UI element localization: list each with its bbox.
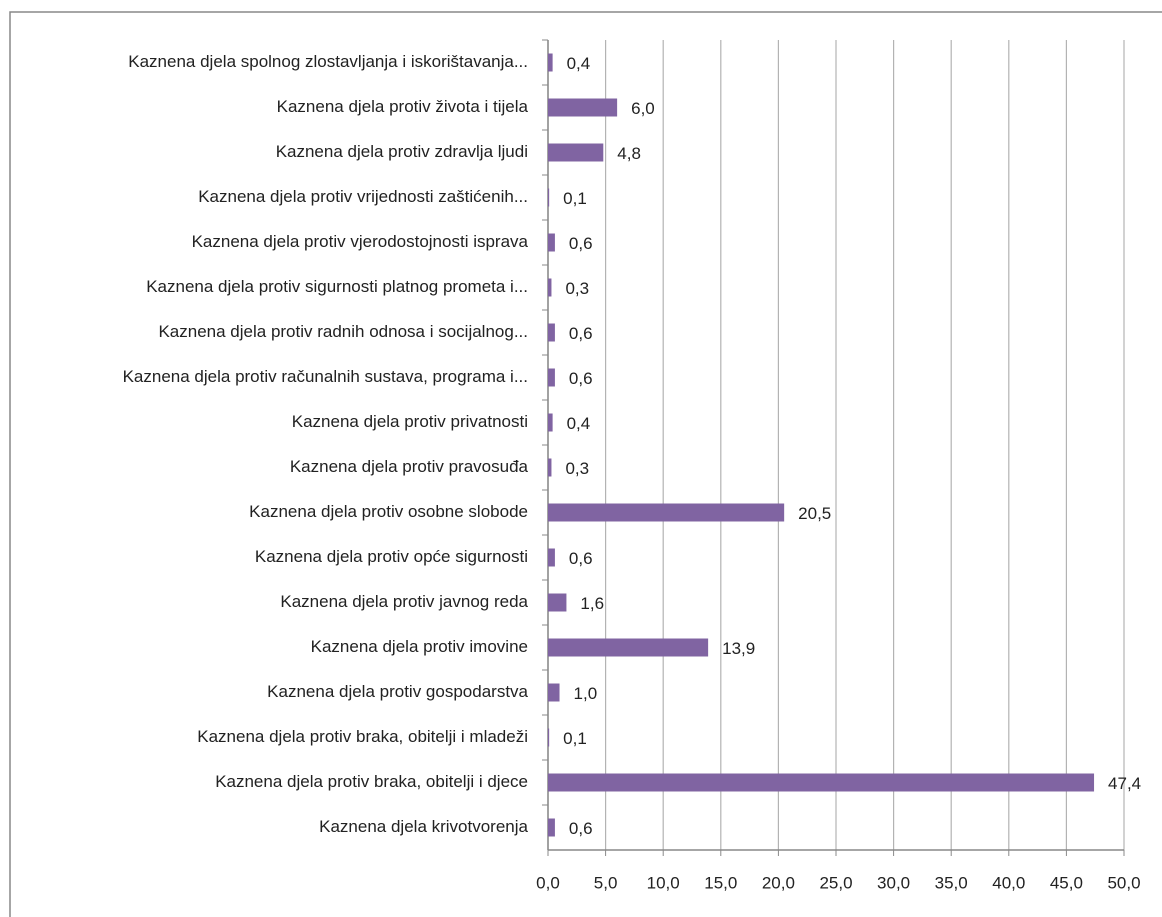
- bar: [548, 728, 550, 747]
- y-tick-label: Kaznena djela protiv pravosuđa: [290, 457, 529, 476]
- x-tick-label: 25,0: [819, 873, 852, 892]
- y-tick-label: Kaznena djela spolnog zlostavljanja i is…: [128, 52, 528, 71]
- bar: [548, 638, 709, 657]
- y-tick-label: Kaznena djela protiv gospodarstva: [267, 682, 528, 701]
- x-tick-label: 5,0: [594, 873, 618, 892]
- data-label: 1,0: [574, 684, 598, 703]
- bar: [548, 98, 618, 117]
- data-label: 0,6: [569, 234, 593, 253]
- bar: [548, 683, 560, 702]
- x-tick-label: 30,0: [877, 873, 910, 892]
- y-tick-label: Kaznena djela protiv braka, obitelji i d…: [215, 772, 528, 791]
- data-label: 0,4: [567, 414, 591, 433]
- y-tick-label: Kaznena djela protiv opće sigurnosti: [255, 547, 528, 566]
- data-label: 0,6: [569, 819, 593, 838]
- bar: [548, 188, 550, 207]
- y-tick-label: Kaznena djela protiv privatnosti: [292, 412, 528, 431]
- data-label: 13,9: [722, 639, 755, 658]
- bar: [548, 233, 555, 252]
- x-tick-label: 45,0: [1050, 873, 1083, 892]
- y-tick-label: Kaznena djela protiv imovine: [311, 637, 528, 656]
- bar: [548, 323, 555, 342]
- data-label: 1,6: [580, 594, 604, 613]
- data-label: 0,6: [569, 369, 593, 388]
- y-tick-label: Kaznena djela protiv računalnih sustava,…: [123, 367, 528, 386]
- y-tick-label: Kaznena djela protiv sigurnosti platnog …: [146, 277, 528, 296]
- y-tick-label: Kaznena djela protiv javnog reda: [280, 592, 528, 611]
- y-tick-label: Kaznena djela krivotvorenja: [319, 817, 528, 836]
- bar: [548, 818, 555, 837]
- y-tick-label: Kaznena djela protiv osobne slobode: [249, 502, 528, 521]
- y-tick-label: Kaznena djela protiv života i tijela: [277, 97, 529, 116]
- y-tick-label: Kaznena djela protiv zdravlja ljudi: [276, 142, 528, 161]
- y-tick-label: Kaznena djela protiv vjerodostojnosti is…: [192, 232, 529, 251]
- x-tick-label: 35,0: [935, 873, 968, 892]
- x-tick-label: 0,0: [536, 873, 560, 892]
- bar: [548, 53, 553, 72]
- data-label: 47,4: [1108, 774, 1141, 793]
- data-label: 0,1: [563, 729, 587, 748]
- y-tick-label: Kaznena djela protiv vrijednosti zaštiće…: [198, 187, 528, 206]
- data-label: 0,6: [569, 549, 593, 568]
- bar: [548, 278, 552, 297]
- data-label: 20,5: [798, 504, 831, 523]
- y-tick-label: Kaznena djela protiv braka, obitelji i m…: [197, 727, 528, 746]
- x-tick-label: 40,0: [992, 873, 1025, 892]
- bar: [548, 413, 553, 432]
- x-tick-label: 10,0: [647, 873, 680, 892]
- data-label: 0,3: [565, 459, 589, 478]
- bar: [548, 143, 604, 162]
- data-label: 6,0: [631, 99, 655, 118]
- x-tick-label: 15,0: [704, 873, 737, 892]
- bar: [548, 368, 555, 387]
- data-label: 0,4: [567, 54, 591, 73]
- data-label: 4,8: [617, 144, 641, 163]
- data-label: 0,6: [569, 324, 593, 343]
- y-tick-label: Kaznena djela protiv radnih odnosa i soc…: [158, 322, 528, 341]
- data-label: 0,3: [565, 279, 589, 298]
- x-tick-label: 20,0: [762, 873, 795, 892]
- bar: [548, 548, 555, 567]
- frame: [9, 11, 1162, 917]
- bar: [548, 773, 1095, 792]
- x-tick-label: 50,0: [1107, 873, 1140, 892]
- bar: [548, 593, 567, 612]
- bar: [548, 503, 785, 522]
- bar: [548, 458, 552, 477]
- data-label: 0,1: [563, 189, 587, 208]
